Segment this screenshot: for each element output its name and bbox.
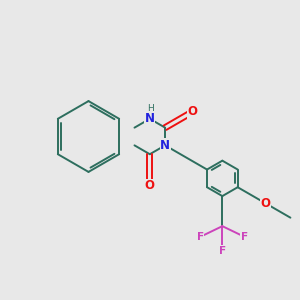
Text: H: H — [147, 104, 154, 113]
Text: F: F — [196, 232, 204, 242]
Text: F: F — [241, 232, 248, 242]
Text: O: O — [260, 197, 270, 210]
Text: N: N — [160, 139, 170, 152]
Text: O: O — [188, 105, 197, 119]
Text: N: N — [145, 112, 155, 125]
Text: O: O — [145, 179, 155, 192]
Text: F: F — [219, 246, 226, 256]
